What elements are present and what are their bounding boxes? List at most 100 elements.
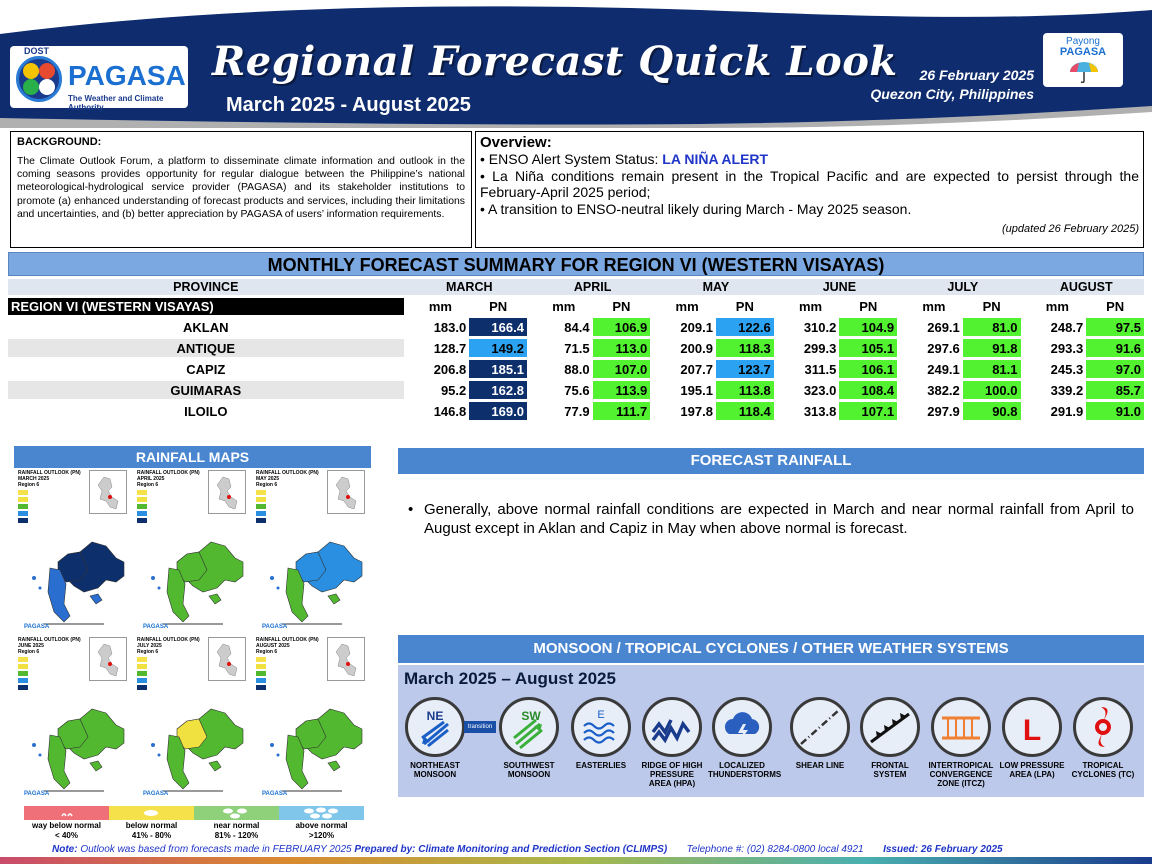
mm-value: 207.7 [680, 361, 713, 377]
enso-status-line: • ENSO Alert System Status: LA NIÑA ALER… [480, 151, 1139, 168]
ws-label: SHEAR LINE [795, 761, 845, 770]
enso-status-value: LA NIÑA ALERT [662, 151, 769, 167]
footer-text: Note: Outlook was based from forecasts m… [52, 844, 1003, 855]
svg-text:PAGASA: PAGASA [143, 624, 169, 630]
pn-header: PN [715, 298, 774, 315]
mm-value: 200.9 [680, 340, 713, 356]
pn-value: 162.8 [469, 381, 527, 399]
payong-label: Payong [1066, 36, 1100, 47]
forecast-period: March 2025 - August 2025 [226, 94, 471, 116]
pn-header: PN [592, 298, 651, 315]
pn-header: PN [1086, 298, 1144, 315]
pn-header: PN [962, 298, 1021, 315]
ws-label: TROPICAL CYCLONES (TC) [1071, 761, 1135, 779]
legend-range: 81% - 120% [214, 831, 259, 840]
enso-status-label: • ENSO Alert System Status: [480, 151, 663, 167]
map-region: Region 6 [18, 482, 40, 488]
mm-value: 297.6 [927, 340, 960, 356]
lpa-item: L LOW PRESSURE AREA (LPA) [998, 697, 1066, 779]
month-header: MAY [658, 279, 774, 295]
rainfall-legend: way below normal < 40% below normal 41% … [24, 806, 364, 844]
mm-value: 75.6 [564, 382, 590, 398]
rainfall-map: RAINFALL OUTLOOK (PN) AUGUST 2025 Region 6… [252, 635, 371, 802]
map-heading: RAINFALL OUTLOOK (PN) APRIL 2025 Region 6 [137, 470, 200, 488]
svg-text:PAGASA: PAGASA [143, 791, 169, 797]
region-map: PAGASA [143, 541, 244, 630]
issue-date: 26 February 2025 [919, 67, 1034, 83]
map-month: AUGUST 2025 [256, 643, 290, 649]
ne-glyph: NE [427, 709, 444, 723]
ws-label: LOW PRESSURE AREA (LPA) [999, 761, 1065, 779]
mm-value: 293.3 [1050, 340, 1084, 356]
background-text: The Climate Outlook Forum, a platform to… [17, 156, 465, 220]
province-name: ANTIQUE [8, 339, 404, 357]
issue-place: Quezon City, Philippines [870, 86, 1034, 102]
rainfall-map: RAINFALL OUTLOOK (PN) JUNE 2025 Region 6 PA… [14, 635, 133, 802]
pn-value: 105.1 [839, 339, 898, 357]
northeast-monsoon-icon: NE [405, 697, 465, 757]
pn-value: 91.8 [962, 339, 1021, 357]
pn-value: 113.8 [715, 381, 774, 399]
bullet: • [408, 501, 414, 518]
mm-value: 197.8 [680, 403, 713, 419]
table-unit-header-row: REGION VI (WESTERN VISAYAS) mm PN mm PN … [8, 298, 1144, 315]
location-inset [327, 637, 365, 681]
legend-swatch [109, 806, 194, 820]
map-heading-line: RAINFALL OUTLOOK (PN) [137, 470, 200, 476]
pn-value: 113.9 [592, 381, 651, 399]
legend-label: near normal [213, 821, 260, 830]
pn-value: 90.8 [962, 402, 1021, 420]
region-map: PAGASA [24, 708, 125, 797]
map-heading-line: RAINFALL OUTLOOK (PN) [256, 470, 319, 476]
legend-label: way below normal [32, 821, 101, 830]
pn-value: 97.0 [1086, 360, 1144, 378]
tropical-cyclone-icon [1073, 697, 1133, 757]
mm-value: 183.0 [433, 319, 467, 335]
pn-value: 169.0 [469, 402, 527, 420]
mm-value: 146.8 [433, 403, 467, 419]
mm-header: mm [411, 298, 470, 315]
map-region: Region 6 [137, 649, 159, 655]
shear-line-icon [790, 697, 850, 757]
overview-updated: (updated 26 February 2025) [1002, 223, 1139, 235]
pn-value: 118.4 [715, 402, 774, 420]
province-name: AKLAN [183, 319, 229, 335]
ws-label: NORTHEAST MONSOON [410, 761, 460, 779]
background-panel: BACKGROUND: The Climate Outlook Forum, a… [10, 131, 472, 248]
location-inset [89, 470, 127, 514]
transition-arrow: transition [464, 721, 496, 733]
map-month: JUNE 2025 [18, 643, 44, 649]
mm-value: 84.4 [564, 319, 590, 335]
map-legend [18, 490, 56, 525]
legend-swatch [194, 806, 279, 820]
map-region: Region 6 [256, 649, 278, 655]
mm-value: 299.3 [803, 340, 837, 356]
mm-value: 297.9 [927, 403, 960, 419]
legend-range: >120% [308, 831, 335, 840]
forecast-rainfall-body: Generally, above normal rainfall conditi… [424, 501, 1134, 537]
mm-value: 249.1 [927, 361, 960, 377]
legend-near-normal: near normal 81% - 120% [194, 806, 279, 844]
pn-value: 113.0 [592, 339, 651, 357]
page-title: Regional Forecast Quick Look [212, 38, 898, 85]
mm-value: 77.9 [564, 403, 590, 419]
ws-label: FRONTAL SYSTEM [871, 761, 909, 779]
legend-range: < 40% [55, 831, 78, 840]
southwest-monsoon-item: SW SOUTHWEST MONSOON [495, 697, 563, 779]
overview-line-3: • A transition to ENSO-neutral likely du… [480, 200, 912, 217]
pn-value: 91.6 [1086, 339, 1144, 357]
map-heading: RAINFALL OUTLOOK (PN) MARCH 2025 Region 6 [18, 470, 81, 488]
province-name: GUIMARAS [8, 381, 404, 399]
overview-line-2: • La Niña conditions remain present in t… [480, 167, 1139, 201]
ws-label: RIDGE OF HIGH PRESSURE AREA (HPA) [641, 761, 703, 788]
map-month: MAY 2025 [256, 476, 280, 482]
mm-value: 88.0 [564, 361, 590, 377]
location-inset [208, 637, 246, 681]
footer: Note: Outlook was based from forecasts m… [0, 843, 1152, 864]
map-month: APRIL 2025 [137, 476, 165, 482]
rainfall-map: RAINFALL OUTLOOK (PN) APRIL 2025 Region 6 P… [133, 468, 252, 635]
mm-value: 128.7 [433, 340, 467, 356]
footer-note-label: Note: [52, 844, 78, 855]
pn-header: PN [839, 298, 898, 315]
agency-tagline: The Weather and Climate Authority [68, 94, 164, 112]
